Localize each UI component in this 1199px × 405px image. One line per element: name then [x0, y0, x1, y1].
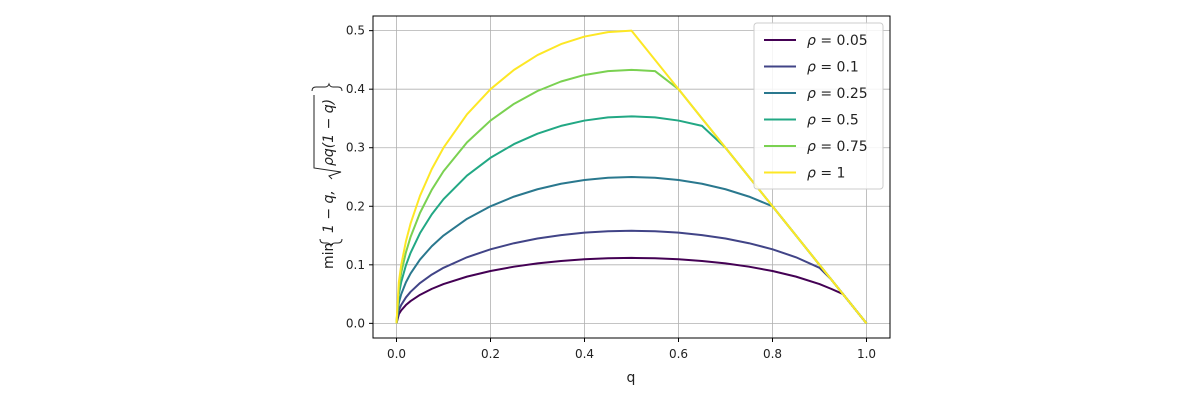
legend-label: ρ = 0.75 — [807, 139, 868, 155]
y-tick-label: 0.1 — [346, 258, 365, 272]
x-axis-label: q — [627, 370, 636, 386]
legend-box — [753, 22, 884, 190]
brace-left — [319, 238, 343, 248]
series-line-rho-1 — [395, 29, 868, 324]
legend-label: ρ = 0.1 — [807, 60, 859, 76]
y-axis-label-part1: 1 − q, — [321, 190, 337, 233]
y-tick-label: 0.3 — [346, 141, 365, 155]
x-tick-label: 0.6 — [669, 347, 688, 361]
y-axis-label: min 1 − q, ρq(1 − q) — [311, 82, 343, 269]
plot-frame — [372, 15, 891, 339]
legend-label: ρ = 0.25 — [807, 86, 868, 102]
y-axis-label-prefix: min — [321, 243, 337, 269]
series-line-rho-0.05 — [395, 256, 868, 324]
series-lines — [395, 29, 868, 324]
legend-label: ρ = 0.05 — [807, 33, 868, 49]
x-tick-label: 0.2 — [481, 347, 500, 361]
y-axis-label-part2: ρq(1 − q) — [321, 99, 337, 166]
legend-label: ρ = 0.5 — [807, 113, 859, 129]
legend: ρ = 0.05 ρ = 0.1 ρ = 0.25 ρ = 0.5 ρ = 0.75 ρ … — [753, 22, 884, 190]
y-tick-label: 0.4 — [346, 82, 365, 96]
series-line-rho-0.1 — [395, 229, 868, 324]
x-tick-label: 0.8 — [763, 347, 782, 361]
ticks: 0.0 0.2 0.4 0.6 0.8 1.0 0.0 0.1 0.2 0.3 0.4 0.5 — [346, 24, 876, 361]
x-tick-label: 0.0 — [387, 347, 406, 361]
y-tick-label: 0.2 — [346, 199, 365, 213]
x-tick-label: 1.0 — [857, 347, 876, 361]
x-tick-label: 0.4 — [575, 347, 594, 361]
legend-label: ρ = 1 — [807, 166, 845, 182]
sqrt-symbol — [313, 95, 342, 180]
series-line-rho-0.25 — [395, 176, 868, 324]
y-tick-label: 0.0 — [346, 316, 365, 330]
y-tick-label: 0.5 — [346, 24, 365, 38]
brace-right — [311, 82, 343, 92]
